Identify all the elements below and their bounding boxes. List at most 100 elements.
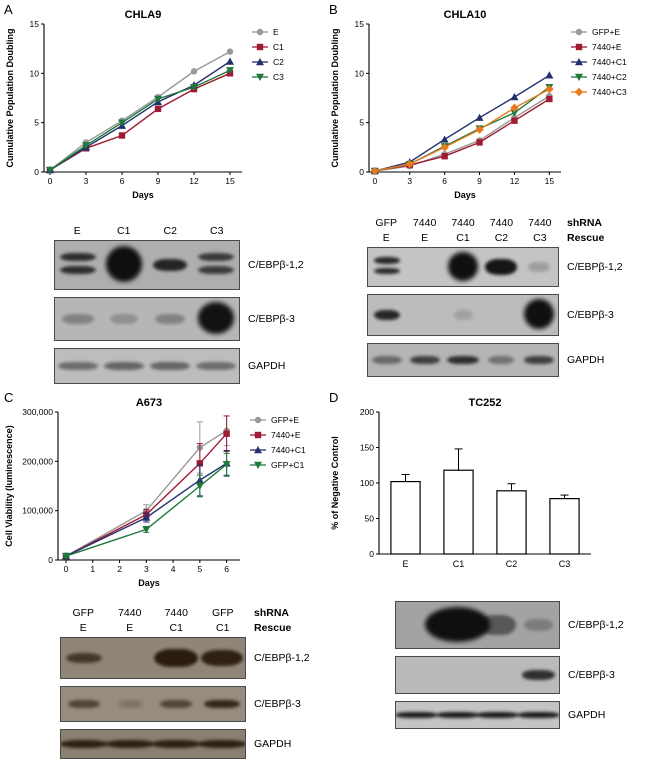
blot-row-label: C/EBPβ-3 [248, 313, 295, 325]
x-tick-label: 6 [442, 176, 447, 186]
y-tick-label: 50 [365, 514, 375, 524]
blot-band [196, 361, 236, 371]
x-tick-label: 5 [197, 564, 202, 574]
blot-lane-labels: GFP 7440 7440 GFP [60, 607, 246, 620]
blot-row-label: GAPDH [254, 738, 292, 750]
blot-band [524, 619, 553, 631]
blot-row: C/EBPβ-3 [60, 686, 325, 722]
series-7440+E [371, 95, 553, 175]
lane-label: C1 [456, 232, 470, 244]
x-tick-label: 1 [90, 564, 95, 574]
blot-band [61, 740, 109, 748]
blot-band [523, 299, 555, 330]
blot-band [58, 361, 98, 371]
blot-band [110, 313, 138, 325]
blot-image [60, 637, 246, 679]
blot-image [60, 686, 246, 722]
blot-band [159, 699, 193, 709]
legend-label: GFP+C1 [271, 460, 305, 470]
blot-header-tag: Rescue [567, 232, 605, 244]
x-tick-label: 0 [64, 564, 69, 574]
x-tick-label: 0 [48, 176, 53, 186]
blot-lane-labels: GFP 7440 7440 7440 7440 [367, 217, 559, 230]
blot-image [395, 656, 560, 694]
blot-row: C/EBPβ-1,2 [395, 601, 650, 649]
lane-label: E [421, 232, 429, 244]
legend-label: 7440+C1 [271, 445, 306, 455]
blot-image [367, 343, 559, 377]
blot-row: C/EBPβ-1,2 [367, 247, 650, 287]
bar-E [390, 480, 421, 555]
blot-band [197, 302, 235, 335]
blot-band [105, 740, 155, 748]
blot-lane-labels: E C1 C2 C3 [54, 225, 240, 238]
y-tick-label: 15 [355, 19, 365, 29]
legend-entry-GFP+E: GFP+E [250, 415, 299, 425]
blot-row: GAPDH [54, 348, 325, 384]
blot-row: C/EBPβ-1,2 [54, 240, 325, 290]
legend-entry-7440+C1: 7440+C1 [250, 445, 306, 455]
bar-C2 [496, 490, 527, 555]
blot-image [367, 294, 559, 336]
chart-title: TC252 [468, 397, 501, 409]
blot-band [118, 699, 142, 709]
blot-row-label: C/EBPβ-3 [567, 309, 614, 321]
lane-label: C2 [163, 225, 177, 237]
legend-label: GFP+E [271, 415, 299, 425]
blot-band [424, 606, 490, 642]
blot-band [522, 670, 555, 680]
series-C3 [46, 67, 234, 175]
lane-label: GFP [375, 217, 397, 229]
blot-band [59, 252, 97, 261]
lane-label: 7440 [118, 607, 142, 619]
legend-entry-7440+C1: 7440+C1 [571, 57, 627, 67]
blot-row: C/EBPβ-3 [54, 297, 325, 341]
x-tick-label: 6 [120, 176, 125, 186]
chart-title: A673 [136, 397, 162, 409]
x-tick-label: 15 [225, 176, 235, 186]
x-tick-label: 3 [84, 176, 89, 186]
blot-header-tag: shRNA [254, 607, 290, 619]
series-7440+C3 [370, 84, 554, 176]
blot-row: GAPDH [395, 701, 650, 729]
legend-label: 7440+C1 [592, 57, 627, 67]
blot-header-tag: Rescue [254, 622, 292, 634]
x-tick-label: 15 [545, 176, 555, 186]
blot-band [371, 355, 403, 365]
y-axis-title: % of Negative Control [330, 436, 340, 530]
chart-title: CHLA9 [125, 9, 162, 21]
a673-line-chart: 0 100,000 200,000 300,000 0 1 2 3 4 5 6 A673 Cell Vi… [4, 397, 306, 588]
chla10-line-chart: 0 5 10 15 0 3 6 9 12 15 CHLA10 Cumulative Populatio… [330, 9, 627, 200]
x-axis-title: Days [454, 190, 476, 200]
y-tick-label: 0 [34, 167, 39, 177]
blot-band [487, 355, 515, 365]
y-tick-label: 0 [48, 555, 53, 565]
blot-header-row: E C1 C2 C3 [54, 225, 325, 238]
lane-label: C2 [494, 232, 509, 244]
blot-band [396, 711, 438, 719]
y-tick-label: 10 [30, 68, 40, 78]
legend-entry-7440+C3: 7440+C3 [571, 87, 627, 97]
lane-label: 7440 [451, 217, 475, 229]
lane-label: GFP [211, 607, 234, 619]
y-tick-label: 0 [359, 167, 364, 177]
blot-header-row: E E C1 C1 Rescue [60, 622, 325, 635]
blot-header-row: GFP 7440 7440 7440 7440 shRNA [367, 217, 650, 230]
blot-row-label: C/EBPβ-1,2 [567, 261, 623, 273]
blot-row: C/EBPβ-3 [395, 656, 650, 694]
legend-label: 7440+E [592, 42, 622, 52]
legend-label: C2 [273, 57, 284, 67]
legend-label: 7440+E [271, 430, 301, 440]
x-tick-label: 12 [510, 176, 520, 186]
blot-header-row: GFP 7440 7440 GFP shRNA [60, 607, 325, 620]
blot-band [67, 699, 101, 709]
series-GFP+E [62, 415, 230, 560]
y-tick-label: 150 [360, 443, 374, 453]
lane-label: E [126, 622, 134, 634]
legend-entry-GFP+E: GFP+E [571, 27, 620, 37]
blot-row-label: GAPDH [568, 709, 606, 721]
blot-row-label: C/EBPβ-3 [568, 669, 615, 681]
panel-b-letter: B [329, 2, 338, 17]
panel-b-chart: 0 5 10 15 0 3 6 9 12 15 CHLA10 Cumulative Populatio… [327, 6, 650, 213]
blot-band [517, 711, 559, 719]
